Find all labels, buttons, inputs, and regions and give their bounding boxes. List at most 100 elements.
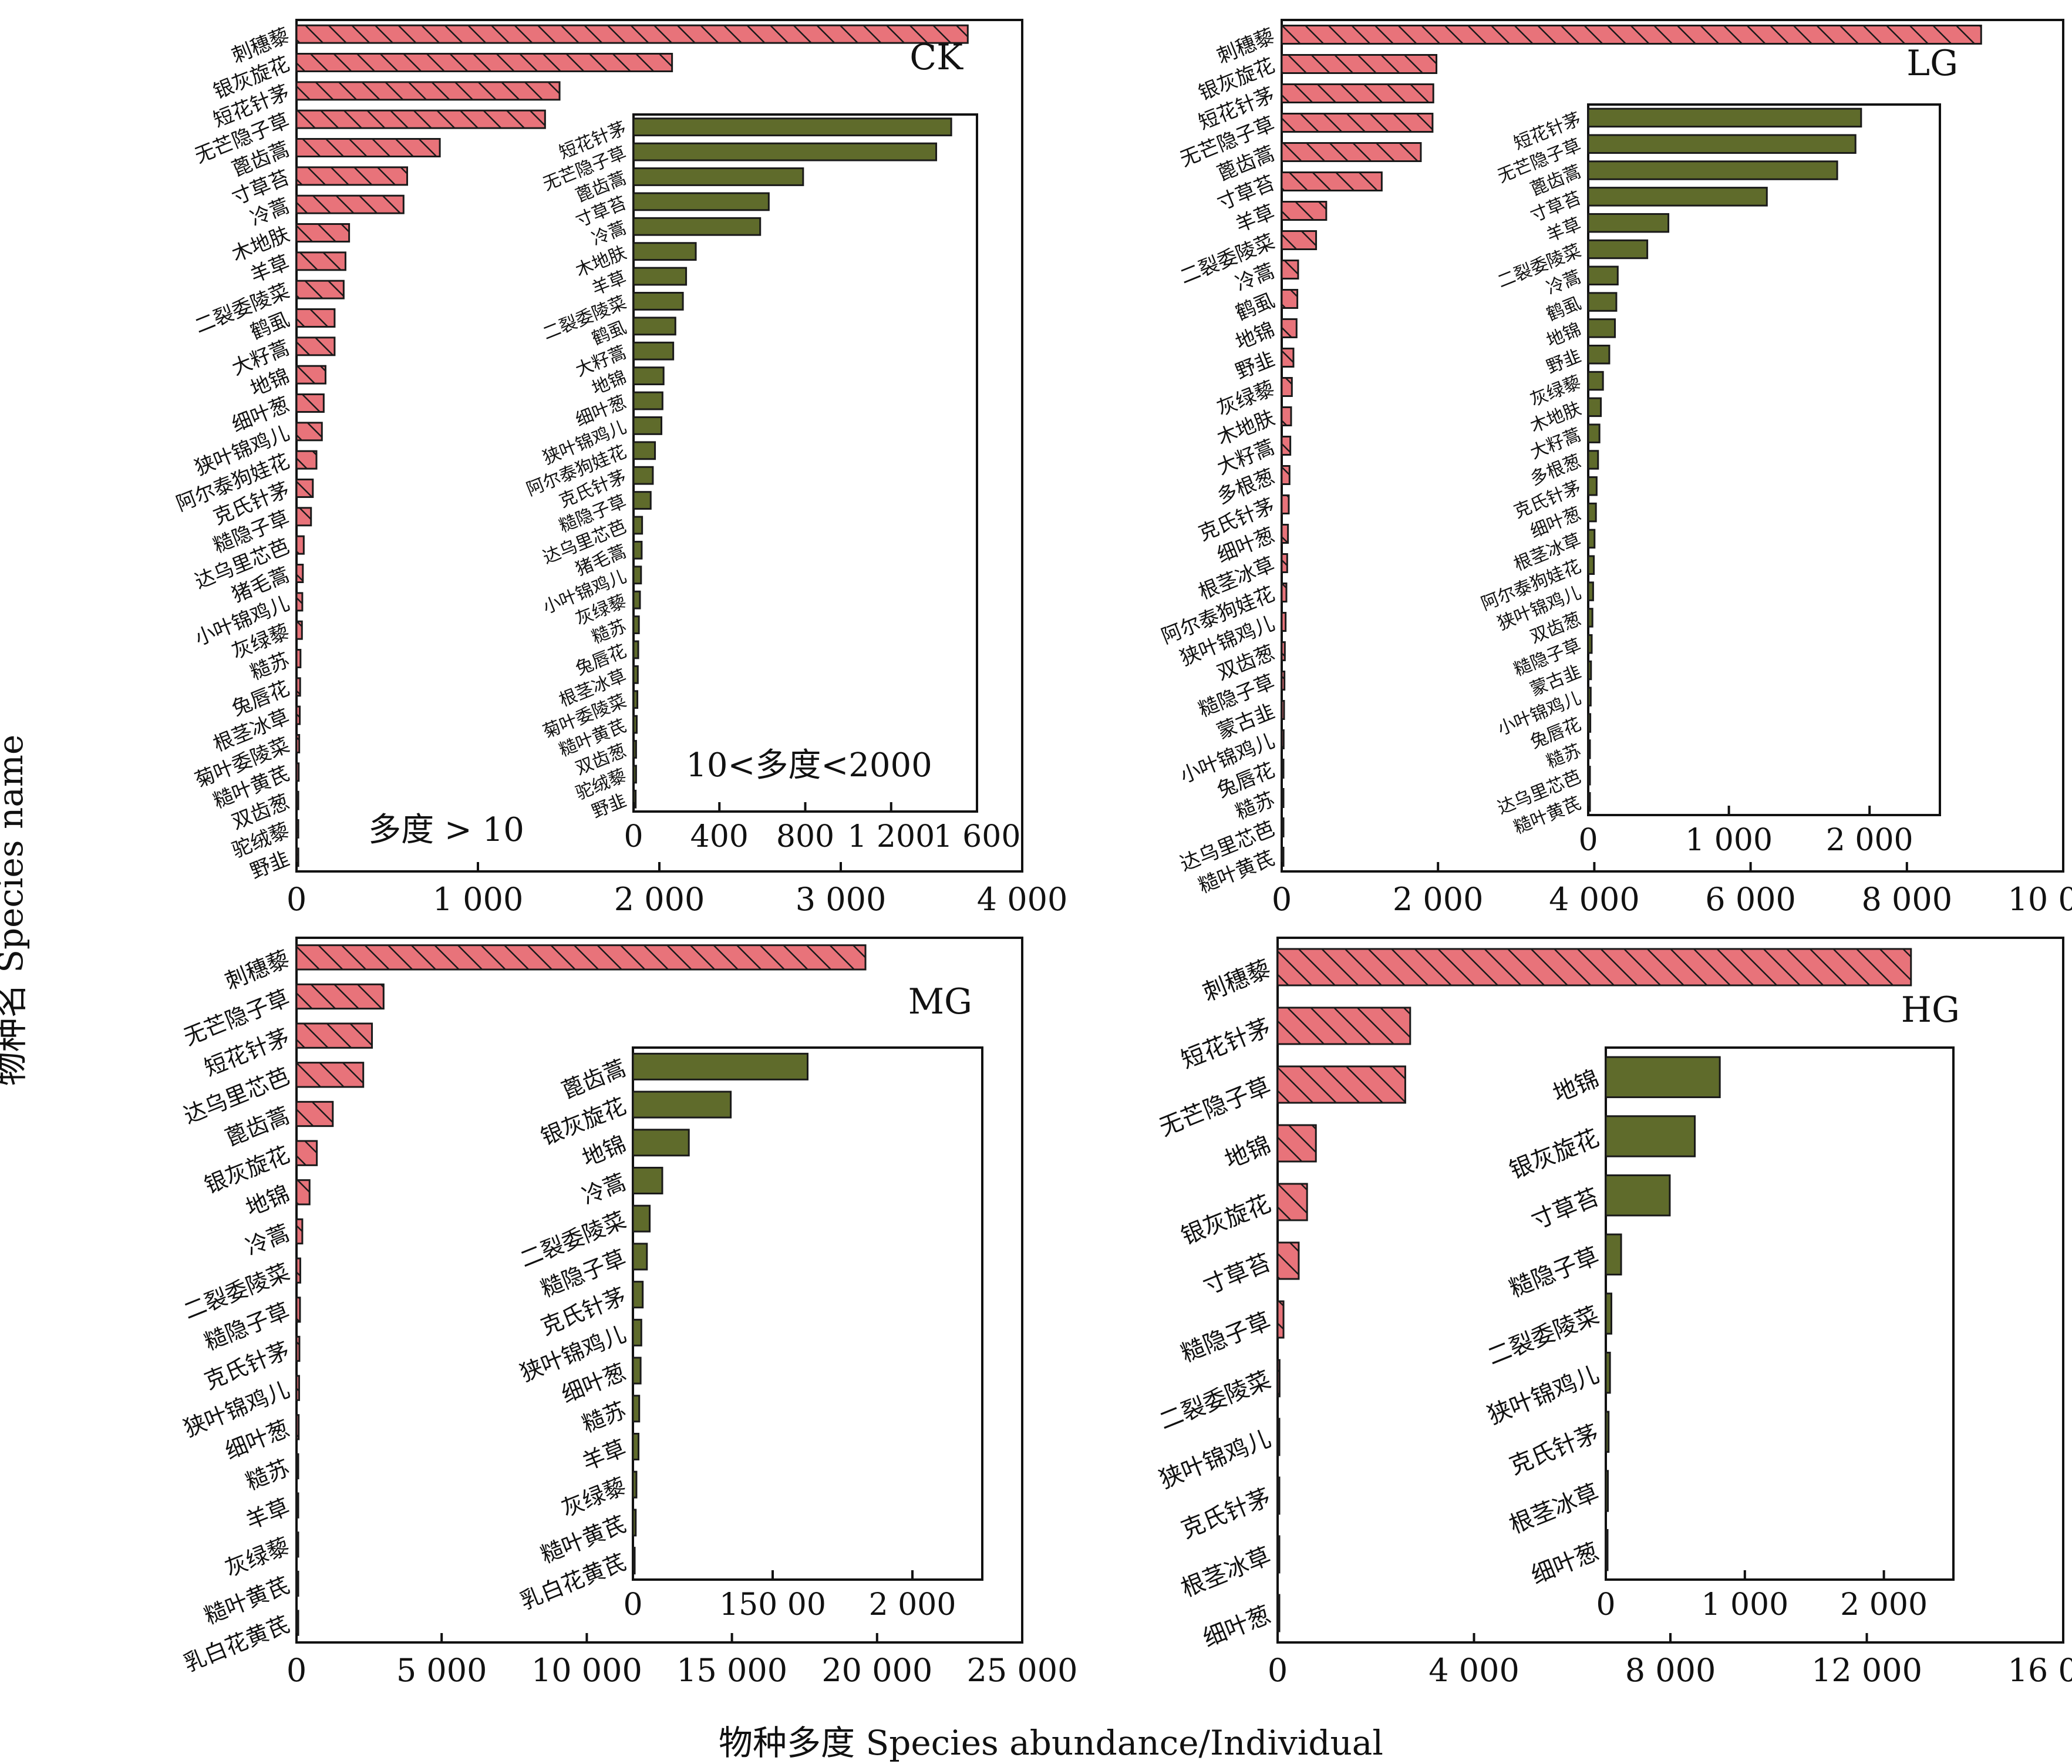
mg-inset-bar	[632, 1547, 636, 1575]
hg-inset-bar	[1605, 1410, 1610, 1453]
hg-main-tick-label: 12 000	[1811, 1652, 1922, 1689]
mg-main-bar	[295, 1531, 299, 1558]
lg-inset-bar	[1587, 766, 1591, 786]
hg-main-bar	[1276, 1006, 1411, 1045]
ck-main-tick-label: 3 000	[796, 881, 887, 918]
lg-inset-bar	[1587, 397, 1602, 418]
hg-main-category-label: 根茎冰草	[1177, 1543, 1275, 1603]
ck-inset-tick-label: 1 200	[847, 819, 935, 854]
mg-main-bar	[295, 944, 867, 971]
lg-inset-bar	[1587, 345, 1611, 365]
lg-inset-frame	[1587, 103, 1941, 816]
hg-panel-label: HG	[1901, 989, 1960, 1031]
lg-inset-bar	[1587, 713, 1592, 733]
ck-inset-bar	[632, 267, 688, 286]
lg-inset-bar	[1587, 502, 1597, 523]
mg-inset-bar	[632, 1432, 640, 1461]
lg-main-bar	[1281, 524, 1289, 544]
hg-main-bar	[1276, 1476, 1281, 1515]
ck-inset-bar	[632, 690, 639, 709]
mg-inset-tick-label: 2 000	[869, 1587, 956, 1622]
hg-main-bar	[1276, 1359, 1281, 1398]
ck-inset-bar	[632, 565, 642, 585]
hg-main-category-label: 地锦	[1221, 1132, 1275, 1174]
ck-main-bar	[295, 194, 405, 214]
mg-inset-bar	[632, 1243, 648, 1271]
hg-main-tick-label: 0	[1268, 1652, 1288, 1689]
ck-main-bar	[295, 649, 302, 668]
mg-main-bar	[295, 1414, 300, 1440]
mg-main-tick-label: 10 000	[531, 1652, 642, 1689]
ck-inset-tick-label: 0	[624, 819, 643, 854]
hg-main-category-label: 二裂委陵菜	[1155, 1366, 1275, 1436]
mg-main-category-label: 乳白花黄芪	[180, 1611, 294, 1677]
ck-main-bar	[295, 592, 304, 612]
mg-inset-bar	[632, 1356, 642, 1385]
hg-main-tick-label: 16 000	[2008, 1652, 2072, 1689]
mg-inset-bar	[632, 1052, 808, 1080]
lg-main-bar	[1281, 260, 1299, 280]
ck-main-bar	[295, 790, 299, 810]
lg-main-tick-label: 0	[1272, 881, 1292, 918]
lg-inset-bar	[1587, 134, 1857, 154]
ck-inset-bar	[632, 217, 762, 236]
lg-main-bar	[1281, 377, 1293, 397]
mg-main-bar	[295, 1062, 365, 1088]
hg-main-bar	[1276, 1124, 1317, 1163]
ck-main-tick-label: 2 000	[614, 881, 705, 918]
lg-inset-bar	[1587, 423, 1601, 443]
y-axis-title: 物种名 Species name	[0, 735, 31, 1086]
ck-inset-bar	[632, 665, 639, 684]
x-axis-title: 物种多度 Species abundance/Individual	[719, 1723, 1383, 1763]
ck-main-bar	[295, 705, 301, 725]
mg-main-bar	[295, 1375, 300, 1401]
ck-inset-bar	[632, 715, 638, 734]
lg-main-bar	[1281, 700, 1285, 720]
lg-main-bar	[1281, 641, 1286, 661]
panel-hg: 刺穗藜短花针茅无芒隐子草地锦银灰旋花寸草苔糙隐子草二裂委陵菜狭叶锦鸡儿克氏针茅根…	[1155, 937, 2072, 1689]
lg-inset-bar	[1587, 739, 1591, 759]
mg-main-tick-label: 0	[287, 1652, 306, 1689]
ck-inset-bar	[632, 441, 656, 460]
hg-main-category-label: 银灰旋花	[1177, 1190, 1275, 1251]
ck-main-bar	[295, 393, 325, 413]
lg-inset-bar	[1587, 160, 1838, 180]
lg-inset-tick-label: 2 000	[1826, 823, 1913, 858]
mg-main-bar	[295, 1610, 299, 1636]
mg-inset-tick-label: 0	[623, 1587, 642, 1622]
ck-main-bar	[295, 677, 301, 697]
hg-main-bar	[1276, 1535, 1281, 1574]
ck-main-bar	[295, 223, 351, 243]
lg-main-category-label: 鹤虱	[1232, 288, 1278, 325]
ck-inset-bar	[632, 366, 665, 386]
ck-main-bar	[295, 819, 299, 839]
ck-main-bar	[295, 507, 312, 527]
note-inset-abundance-range: 10<多度<2000	[686, 746, 932, 785]
hg-inset-bar	[1605, 1233, 1622, 1276]
lg-main-tick-label: 2 000	[1393, 881, 1484, 918]
lg-main-bar	[1281, 318, 1298, 338]
hg-main-category-label: 细叶葱	[1199, 1601, 1274, 1653]
lg-main-category-label: 地锦	[1232, 318, 1278, 355]
ck-panel-label: CK	[909, 37, 963, 78]
ck-inset-bar	[632, 341, 675, 361]
lg-main-bar	[1281, 406, 1292, 426]
lg-main-bar	[1281, 494, 1290, 514]
lg-main-tick-label: 8 000	[1862, 881, 1953, 918]
mg-main-bar	[295, 1022, 373, 1049]
ck-main-bar	[295, 336, 336, 356]
mg-main-tick-label: 25 000	[967, 1652, 1078, 1689]
hg-main-tick-label: 4 000	[1428, 1652, 1520, 1689]
lg-main-bar	[1281, 142, 1422, 162]
hg-inset-bar	[1605, 1351, 1611, 1394]
ck-inset-bar	[632, 117, 952, 137]
ck-inset-bar	[632, 765, 637, 784]
ck-main-bar	[295, 308, 336, 328]
lg-inset-bar	[1587, 660, 1592, 681]
lg-inset-bar	[1587, 107, 1862, 128]
lg-inset-bar	[1587, 608, 1593, 628]
lg-inset-bar	[1587, 239, 1649, 260]
lg-main-bar	[1281, 54, 1438, 74]
lg-inset-bar	[1587, 292, 1618, 312]
